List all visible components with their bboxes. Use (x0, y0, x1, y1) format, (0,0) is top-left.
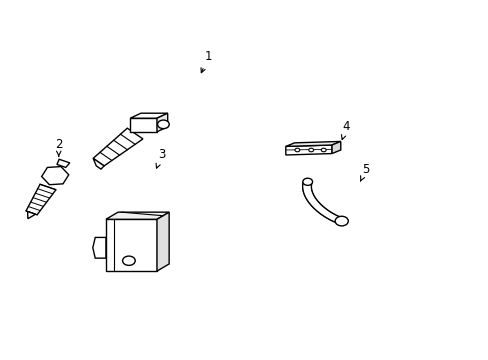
Text: 1: 1 (201, 50, 211, 73)
Circle shape (334, 216, 347, 226)
Polygon shape (285, 145, 331, 155)
Polygon shape (27, 212, 36, 219)
Polygon shape (41, 167, 69, 185)
Polygon shape (93, 158, 104, 169)
Circle shape (122, 256, 135, 265)
Polygon shape (302, 181, 343, 224)
Circle shape (302, 178, 312, 185)
Polygon shape (106, 212, 169, 219)
Polygon shape (157, 113, 167, 132)
Circle shape (308, 148, 313, 152)
Polygon shape (130, 113, 167, 118)
Circle shape (321, 148, 325, 152)
Text: 3: 3 (156, 148, 165, 168)
Polygon shape (106, 219, 157, 271)
Text: 2: 2 (55, 138, 62, 156)
Polygon shape (285, 141, 340, 147)
Circle shape (157, 120, 169, 129)
Polygon shape (57, 159, 70, 167)
Polygon shape (157, 212, 169, 271)
Polygon shape (130, 118, 157, 132)
Text: 5: 5 (360, 163, 369, 181)
Polygon shape (93, 238, 106, 258)
Polygon shape (331, 141, 340, 154)
Circle shape (294, 148, 299, 152)
Polygon shape (93, 128, 142, 166)
Text: 4: 4 (341, 120, 349, 140)
Polygon shape (26, 184, 56, 215)
